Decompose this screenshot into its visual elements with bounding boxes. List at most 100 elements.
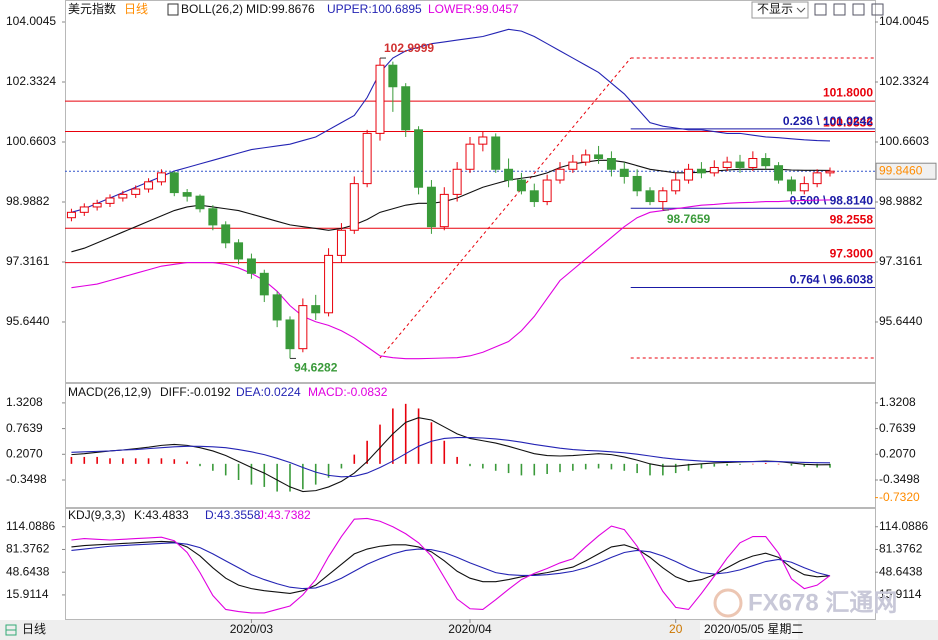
toolbar-icons <box>814 3 884 16</box>
y-tick-label-right: 0.7639 <box>879 421 916 435</box>
series-line <box>71 517 831 614</box>
candle-body <box>66 211 76 219</box>
macd-bar <box>224 463 227 476</box>
candle-body <box>735 161 745 168</box>
candle-body <box>195 195 205 210</box>
series-line <box>71 436 831 478</box>
candle-body <box>336 229 346 256</box>
legend-entry: LOWER:99.0457 <box>428 2 519 16</box>
y-tick-label-right: -0.3498 <box>879 472 920 486</box>
candle-body <box>362 132 372 185</box>
icon-button[interactable] <box>814 3 827 16</box>
y-tick-label-right: 0.2070 <box>879 446 916 460</box>
macd-bar <box>469 463 471 467</box>
series-line <box>71 542 831 590</box>
legend-entry: DEA:0.0224 <box>236 385 301 399</box>
candle-body <box>324 254 334 314</box>
indicator-icon[interactable] <box>167 3 179 16</box>
main-frame <box>65 0 876 383</box>
y-tick-label: 1.3208 <box>6 395 43 409</box>
series-line <box>71 28 831 213</box>
macd-bar <box>520 463 523 476</box>
macd-bar <box>533 463 536 476</box>
candle-body <box>144 181 154 190</box>
candle-body <box>105 197 115 204</box>
candle-body <box>645 190 655 203</box>
macd-bar <box>83 456 86 464</box>
candle-body <box>92 202 102 208</box>
macd-bar <box>507 463 510 474</box>
candle-body <box>375 64 385 134</box>
candle-body <box>156 172 166 183</box>
candle-body <box>516 179 526 192</box>
legend-entry: J:43.7382 <box>258 508 311 522</box>
macd-bar <box>572 463 574 471</box>
macd-bar <box>623 463 626 471</box>
macd-bar <box>790 463 793 466</box>
macd-bar <box>134 458 137 464</box>
candle-body <box>774 165 784 181</box>
icon-button[interactable] <box>852 3 865 16</box>
candle-body <box>722 161 732 168</box>
macd-bar <box>353 454 356 464</box>
candle-body <box>761 158 771 167</box>
candle-body <box>246 258 256 274</box>
macd-bar <box>70 456 73 464</box>
macd-bar <box>199 463 201 467</box>
dropdown[interactable] <box>751 1 809 19</box>
y-tick-label-right: 114.0886 <box>879 519 928 533</box>
annotation: 102.9999 <box>384 41 434 55</box>
watermark-logo <box>713 588 743 618</box>
dropdown-label[interactable]: 不显示 <box>757 2 793 16</box>
macd-bar <box>314 463 317 485</box>
macd-bar <box>417 408 420 464</box>
y-tick-label: 97.3161 <box>6 254 50 268</box>
period: 日线 <box>124 2 148 16</box>
series-line <box>71 417 831 493</box>
candle-body <box>658 190 668 203</box>
level-label: 97.3000 <box>830 247 874 261</box>
x-tick-label: 2020/03 <box>230 622 274 636</box>
candle-body <box>504 168 514 181</box>
candle-body <box>632 175 642 192</box>
y-tick-label: 48.6438 <box>6 564 50 578</box>
candle-body <box>799 183 809 192</box>
y-tick-label-right: 48.6438 <box>879 564 923 578</box>
y-tick-label: 114.0886 <box>6 519 55 533</box>
candle-body <box>555 168 565 181</box>
macd-bar <box>752 463 754 465</box>
macd-bar <box>610 463 613 470</box>
y-tick-label-right: 15.9114 <box>879 587 922 601</box>
macd-bar <box>160 458 163 464</box>
candle-body <box>182 192 192 197</box>
macd-bar <box>829 463 831 468</box>
legend-entry: UPPER:100.6895 <box>327 2 422 16</box>
candle-body <box>568 161 578 170</box>
y-tick-label-right: 98.9882 <box>879 194 923 208</box>
macd-bar <box>289 463 291 492</box>
y-tick-label-right: 102.3324 <box>879 74 929 88</box>
legend-entry: MACD:-0.0832 <box>308 385 388 399</box>
level-label: 100.9536 <box>823 116 873 130</box>
y-tick-label: -0.3498 <box>6 472 47 486</box>
candle-body <box>619 168 629 177</box>
level-label: 98.2558 <box>830 212 874 226</box>
candle-body <box>311 305 321 314</box>
macd-bar <box>443 440 446 464</box>
panel-title: MACD(26,12,9) <box>68 385 151 399</box>
macd-bar <box>327 463 330 478</box>
x-tick-label: 2020/04 <box>448 622 492 636</box>
candle-body <box>272 294 282 321</box>
candle-body <box>684 168 694 181</box>
icon-button[interactable] <box>833 3 846 16</box>
candle-body <box>542 179 552 203</box>
candle-body <box>285 319 295 350</box>
candle-body <box>491 136 501 170</box>
last-price-box <box>875 162 937 180</box>
macd-bar <box>392 408 394 464</box>
candle-body <box>388 64 398 88</box>
period-tab[interactable]: 日线 <box>22 622 46 636</box>
macd-bar <box>803 463 806 467</box>
legend-entry: K:43.4833 <box>134 508 189 522</box>
icon-button[interactable] <box>871 3 884 16</box>
